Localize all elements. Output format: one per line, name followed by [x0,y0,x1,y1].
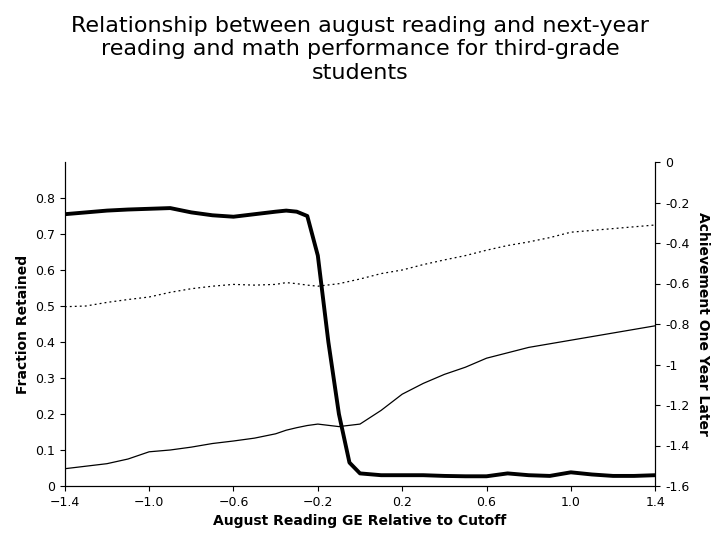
Y-axis label: Achievement One Year Later: Achievement One Year Later [696,212,710,436]
X-axis label: August Reading GE Relative to Cutoff: August Reading GE Relative to Cutoff [213,514,507,528]
Y-axis label: Fraction Retained: Fraction Retained [16,254,30,394]
Text: Relationship between august reading and next-year
reading and math performance f: Relationship between august reading and … [71,16,649,83]
